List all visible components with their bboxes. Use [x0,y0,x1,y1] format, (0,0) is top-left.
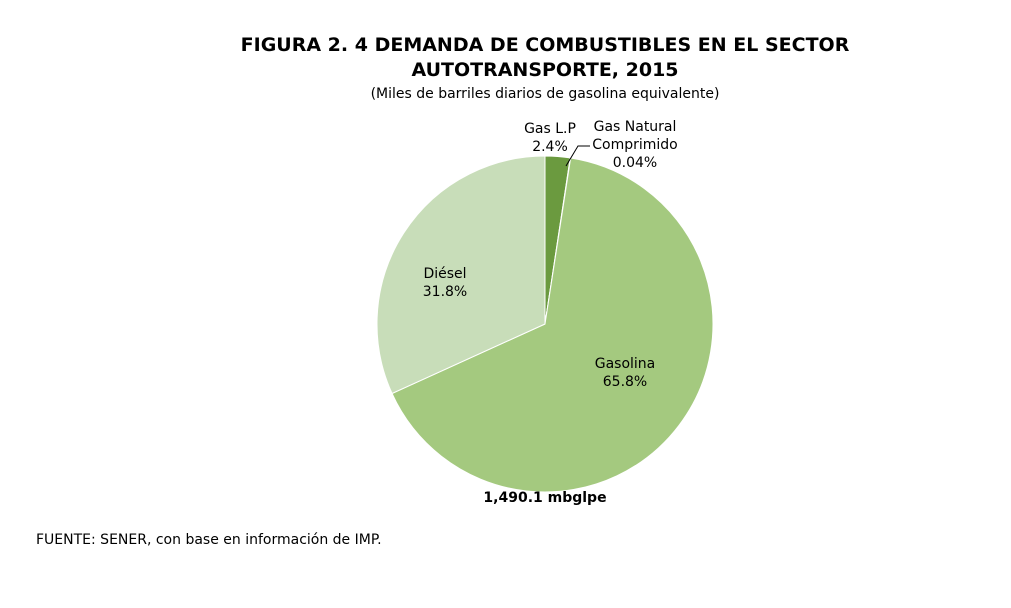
slice-name: Gas Natural [593,119,677,135]
leader-line-gas-natural [565,145,590,167]
slice-value: 0.04% [612,155,658,171]
label-gas-lp: Gas L.P 2.4% [515,120,585,156]
pie-slice-gasolina [391,157,714,493]
label-gasolina: Gasolina 65.8% [585,355,665,391]
slice-value: 31.8% [422,284,468,300]
label-diesel: Diésel 31.8% [405,265,485,301]
total-label: 1,490.1 mbglpe [483,490,607,506]
slice-name: Diésel [423,266,467,282]
pie-slice-di-sel [376,155,546,395]
slice-name: Comprimido [592,137,678,153]
source-note: FUENTE: SENER, con base en información d… [36,532,382,548]
chart-subtitle: (Miles de barriles diarios de gasolina e… [370,86,720,102]
title-line-2: AUTOTRANSPORTE, 2015 [411,59,679,81]
label-gas-natural: Gas Natural Comprimido 0.04% [580,118,690,172]
slice-value: 65.8% [602,374,648,390]
chart-title: FIGURA 2. 4 DEMANDA DE COMBUSTIBLES EN E… [150,33,940,83]
title-line-1: FIGURA 2. 4 DEMANDA DE COMBUSTIBLES EN E… [240,34,850,56]
slice-name: Gasolina [594,356,656,372]
slice-name: Gas L.P [524,121,576,137]
slice-value: 2.4% [532,139,568,155]
